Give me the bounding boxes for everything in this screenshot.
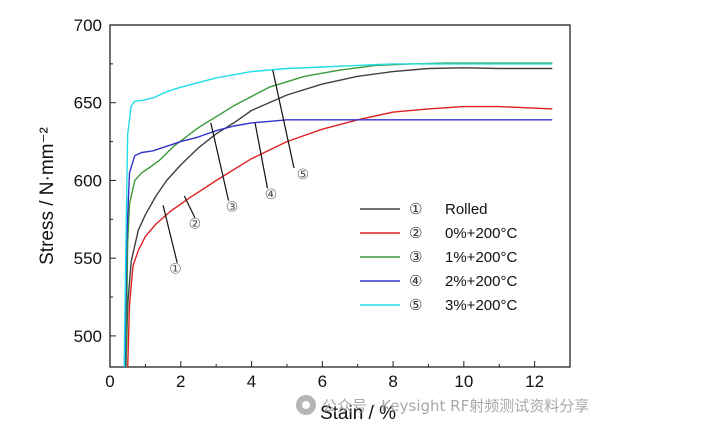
annotation-leader xyxy=(272,69,295,169)
y-tick-label: 600 xyxy=(74,171,102,190)
x-tick-label: 4 xyxy=(247,372,256,391)
legend-label: 1%+200°C xyxy=(445,249,517,266)
x-tick-label: 10 xyxy=(454,372,473,391)
x-tick-label: 2 xyxy=(176,372,185,391)
legend-marker: ② xyxy=(409,224,422,242)
annotation-label: ④ xyxy=(265,187,278,203)
x-axis-title: Stain / % xyxy=(320,403,396,424)
x-tick-label: 8 xyxy=(388,372,397,391)
annotation-label: ⑤ xyxy=(297,167,310,183)
legend-marker: ⑤ xyxy=(409,296,422,314)
legend-marker: ① xyxy=(409,200,422,218)
x-tick-label: 6 xyxy=(318,372,327,391)
annotation-label: ① xyxy=(169,262,182,278)
annotation-leader xyxy=(254,122,269,189)
y-tick-label: 650 xyxy=(74,94,102,113)
series-line-5 xyxy=(123,63,553,368)
watermark-text: 公众号 · Keysight RF射频测试资料分享 xyxy=(322,396,590,415)
wechat-icon xyxy=(296,395,316,415)
series-line-3 xyxy=(125,62,553,368)
y-tick-label: 700 xyxy=(74,16,102,35)
legend-marker: ④ xyxy=(409,272,422,290)
x-tick-label: 12 xyxy=(525,372,544,391)
series-line-2 xyxy=(127,105,553,368)
legend-label: 0%+200°C xyxy=(445,225,517,242)
legend-label: 3%+200°C xyxy=(445,297,517,314)
annotation-label: ② xyxy=(189,217,202,233)
legend-label: 2%+200°C xyxy=(445,273,517,290)
series-line-4 xyxy=(124,119,553,368)
y-tick-label: 550 xyxy=(74,249,102,268)
annotation-leader xyxy=(210,122,230,201)
x-tick-label: 0 xyxy=(105,372,114,391)
watermark: 公众号 · Keysight RF射频测试资料分享 xyxy=(296,392,589,418)
y-axis-title: Stress / N·mm⁻² xyxy=(37,127,58,265)
annotation-leader xyxy=(183,195,196,219)
legend-label: Rolled xyxy=(445,201,488,218)
plot-frame xyxy=(109,24,571,368)
annotation-leader xyxy=(162,205,178,263)
y-tick-label: 500 xyxy=(74,327,102,346)
legend-marker: ③ xyxy=(409,248,422,266)
annotation-label: ③ xyxy=(226,200,239,216)
